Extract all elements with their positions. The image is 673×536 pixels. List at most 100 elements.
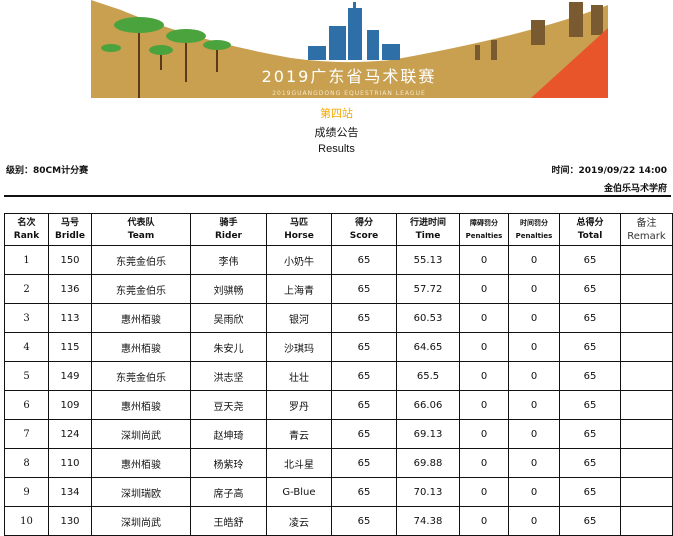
- table-cell: 0: [508, 419, 560, 449]
- table-cell: G-Blue: [266, 477, 332, 507]
- table-cell: 109: [48, 390, 92, 420]
- table-cell: 65: [559, 361, 621, 391]
- table-cell: 65: [559, 448, 621, 478]
- table-cell: [620, 390, 673, 420]
- table-cell: 8: [4, 448, 49, 478]
- table-cell: 深圳尚武: [91, 506, 191, 536]
- column-header: 总得分 Total: [559, 213, 621, 246]
- table-cell: 李伟: [190, 245, 267, 275]
- table-cell: 113: [48, 303, 92, 333]
- column-header-text: 时间罚分: [520, 218, 548, 227]
- table-cell: 65: [331, 448, 397, 478]
- column-header-text: Penalties: [465, 231, 503, 240]
- table-cell: 65: [331, 361, 397, 391]
- column-header: 马匹 Horse: [266, 213, 332, 246]
- table-cell: 69.88: [396, 448, 460, 478]
- column-header-text: 名次Rank: [13, 217, 40, 241]
- table-cell: 57.72: [396, 274, 460, 304]
- table-cell: [620, 332, 673, 362]
- table-cell: [620, 245, 673, 275]
- table-cell: 银河: [266, 303, 332, 333]
- column-header-text: 障碍罚分: [470, 218, 498, 227]
- table-cell: 杨紫玲: [190, 448, 267, 478]
- announcement-title: 成绩公告: [314, 126, 359, 139]
- table-cell: 60.53: [396, 303, 460, 333]
- column-header-text: 行进时间: [409, 217, 446, 228]
- table-cell: 沙琪玛: [266, 332, 332, 362]
- table-cell: 3: [4, 303, 49, 333]
- table-row: 3 113 惠州栢骏 吴雨欣 银河 65 60.53 0 0 65: [4, 303, 673, 333]
- table-cell: 134: [48, 477, 92, 507]
- column-header: 名次Rank: [4, 213, 49, 246]
- table-row: 2 136 东莞金伯乐 刘骐畅 上海青 65 57.72 0 0 65: [4, 274, 673, 304]
- table-cell: 149: [48, 361, 92, 391]
- table-cell: 65: [331, 274, 397, 304]
- results-title: Results: [318, 143, 355, 155]
- column-header-text: 马匹: [289, 217, 308, 228]
- table-cell: [620, 274, 673, 304]
- table-cell: 9: [4, 477, 49, 507]
- column-header-text: Penalties: [515, 231, 553, 240]
- table-cell: 10: [4, 506, 49, 536]
- results-table: 名次Rank 马号 Bridle 代表队 Team 骑手 Rider 马匹 Horse 得分 Sco…: [4, 213, 673, 536]
- table-row: 7 124 深圳尚武 赵坤琦 青云 65 69.13 0 0 65: [4, 419, 673, 449]
- table-cell: 0: [459, 303, 509, 333]
- column-header: 时间罚分 Penalties: [508, 213, 560, 246]
- table-cell: 小奶牛: [266, 245, 332, 275]
- table-cell: 朱安儿: [190, 332, 267, 362]
- column-header-text: Bridle: [54, 230, 85, 241]
- table-cell: [620, 361, 673, 391]
- table-cell: 北斗星: [266, 448, 332, 478]
- table-cell: 65: [331, 477, 397, 507]
- table-cell: 罗丹: [266, 390, 332, 420]
- table-cell: 赵坤琦: [190, 419, 267, 449]
- table-cell: 66.06: [396, 390, 460, 420]
- column-header-text: 马号: [60, 217, 79, 228]
- table-cell: 0: [508, 274, 560, 304]
- table-cell: 豆天尧: [190, 390, 267, 420]
- table-cell: 0: [508, 245, 560, 275]
- table-row: 5 149 东莞金伯乐 洪志坚 壮壮 65 65.5 0 0 65: [4, 361, 673, 391]
- table-cell: 深圳瑞欧: [91, 477, 191, 507]
- table-cell: 2: [4, 274, 49, 304]
- column-header-text: Team: [127, 230, 155, 241]
- table-cell: 65: [559, 245, 621, 275]
- table-cell: 74.38: [396, 506, 460, 536]
- column-header-text: Time: [415, 230, 441, 241]
- table-cell: 115: [48, 332, 92, 362]
- table-row: 1 150 东莞金伯乐 李伟 小奶牛 65 55.13 0 0 65: [4, 245, 673, 275]
- table-cell: 1: [4, 245, 49, 275]
- table-cell: 69.13: [396, 419, 460, 449]
- league-banner: 2019广东省马术联赛 2019GUANGDONG EQUESTRIAN LEA…: [91, 0, 608, 98]
- table-cell: 136: [48, 274, 92, 304]
- organizer-label: 金伯乐马术学府: [603, 184, 667, 194]
- time-label: 时间：2019/09/22 14:00: [551, 166, 667, 176]
- table-cell: 0: [459, 361, 509, 391]
- table-cell: 65: [331, 332, 397, 362]
- table-cell: 席子高: [190, 477, 267, 507]
- table-cell: 65: [559, 477, 621, 507]
- column-header-text: Horse: [284, 230, 314, 241]
- table-cell: 65: [559, 506, 621, 536]
- table-row: 6 109 惠州栢骏 豆天尧 罗丹 65 66.06 0 0 65: [4, 390, 673, 420]
- column-header: 得分 Score: [331, 213, 397, 246]
- table-cell: 0: [459, 448, 509, 478]
- table-cell: 0: [508, 506, 560, 536]
- table-cell: 惠州栢骏: [91, 448, 191, 478]
- column-header-text: 总得分: [576, 217, 604, 228]
- divider: [4, 195, 671, 197]
- table-row: 4 115 惠州栢骏 朱安儿 沙琪玛 65 64.65 0 0 65: [4, 332, 673, 362]
- table-cell: 65: [331, 419, 397, 449]
- stage-label: 第四站: [320, 107, 353, 120]
- table-cell: 0: [508, 448, 560, 478]
- column-header-text: Score: [349, 230, 379, 241]
- table-row: 9 134 深圳瑞欧 席子高 G-Blue 65 70.13 0 0 65: [4, 477, 673, 507]
- table-cell: 0: [508, 477, 560, 507]
- table-cell: 上海青: [266, 274, 332, 304]
- table-cell: 王皓舒: [190, 506, 267, 536]
- table-cell: 65: [331, 245, 397, 275]
- table-cell: 壮壮: [266, 361, 332, 391]
- table-cell: 65: [331, 506, 397, 536]
- column-header-text: Total: [577, 230, 603, 241]
- table-cell: 70.13: [396, 477, 460, 507]
